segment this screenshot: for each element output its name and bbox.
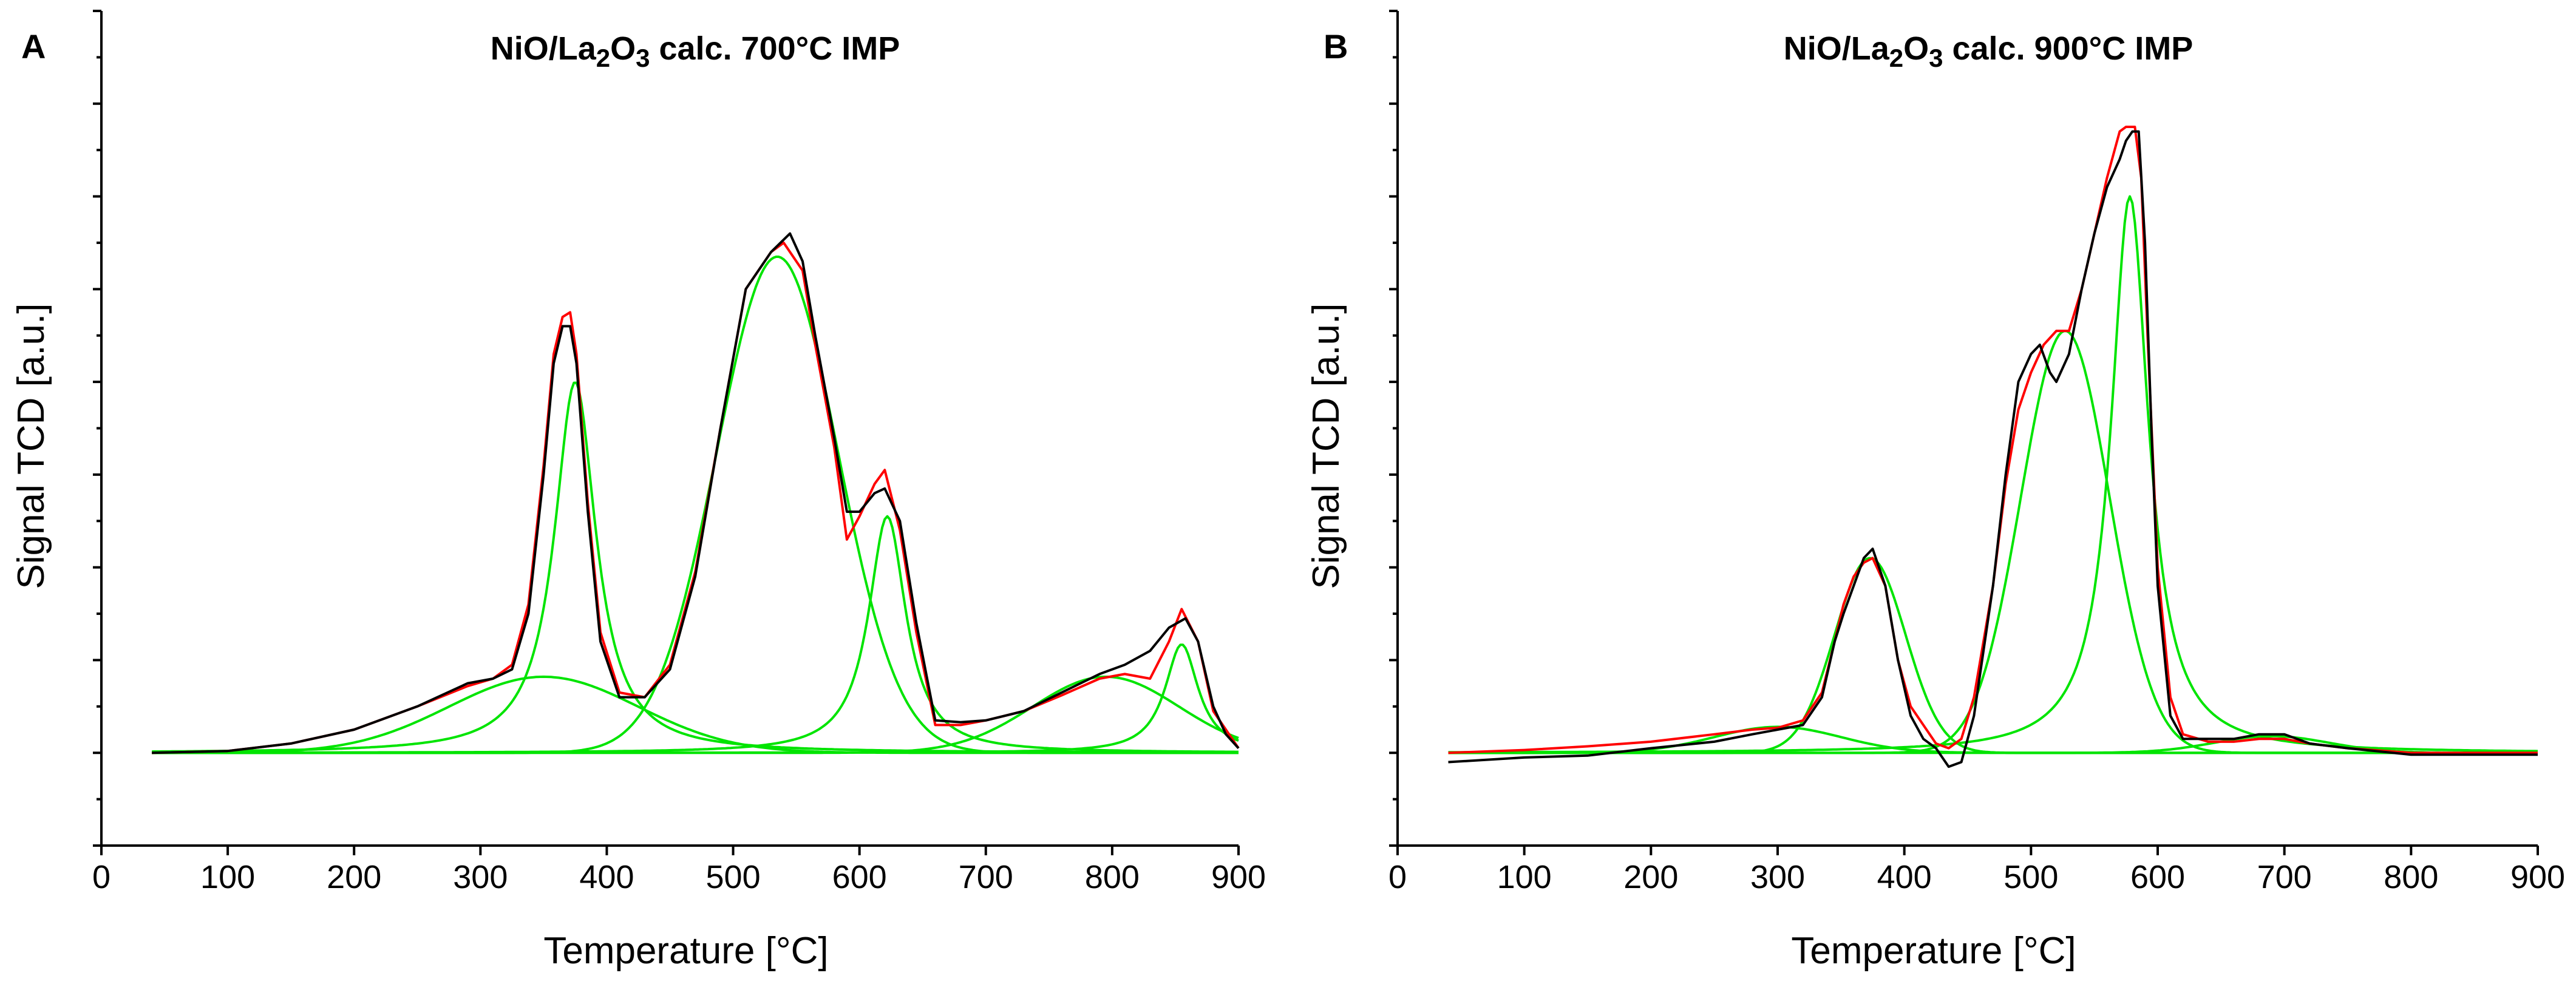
panel-b-x-tick-label-900: 900 bbox=[2510, 859, 2565, 895]
panel-a-x-tick-label-200: 200 bbox=[327, 859, 381, 895]
panel-a-title-sub1: 2 bbox=[596, 44, 610, 72]
panel-b-component-3-line bbox=[1448, 330, 2538, 755]
panel-b-x-tick-label-800: 800 bbox=[2384, 859, 2438, 895]
panel-a-component-3-line bbox=[152, 256, 1239, 755]
panel-a-x-tick-label-700: 700 bbox=[959, 859, 1013, 895]
panel-a-x-tick-label-600: 600 bbox=[832, 859, 887, 895]
panel-a: A NiO/La2O3 calc. 700°C IMP Temperature … bbox=[10, 10, 1266, 972]
panel-b-x-axis-title: Temperature [°C] bbox=[1791, 930, 2076, 972]
panel-a-cumulative-fit-line bbox=[152, 241, 1240, 755]
panel-a-x-tick-label-300: 300 bbox=[453, 859, 508, 895]
panel-a-title-part2: O bbox=[610, 30, 636, 67]
panel-a-tick-labels: 0 100 200 300 400 500 600 700 800 900 bbox=[92, 859, 1266, 895]
panel-b-x-tick-label-0: 0 bbox=[1388, 859, 1407, 895]
panel-a-title: NiO/La2O3 calc. 700°C IMP bbox=[491, 30, 900, 72]
panel-b-fit-components bbox=[1448, 195, 2538, 755]
panel-b-x-tick-label-100: 100 bbox=[1497, 859, 1552, 895]
panel-b-x-tick-label-200: 200 bbox=[1623, 859, 1678, 895]
panel-b-title-sub2: 3 bbox=[1929, 44, 1943, 72]
panel-b-component-5-line bbox=[1448, 734, 2538, 755]
panel-a-x-axis-title: Temperature [°C] bbox=[543, 930, 828, 972]
panel-b: B NiO/La2O3 calc. 900°C IMP Temperature … bbox=[1305, 10, 2565, 972]
panel-b-label: B bbox=[1324, 27, 1348, 66]
panel-a-title-sub2: 3 bbox=[636, 44, 650, 72]
panel-b-x-tick-label-400: 400 bbox=[1877, 859, 1932, 895]
panel-b-title: NiO/La2O3 calc. 900°C IMP bbox=[1784, 30, 2194, 72]
panel-a-x-tick-label-800: 800 bbox=[1085, 859, 1140, 895]
panel-a-label: A bbox=[21, 27, 46, 66]
panel-b-x-tick-label-700: 700 bbox=[2257, 859, 2312, 895]
panel-b-title-part1: NiO/La bbox=[1784, 30, 1890, 67]
panel-b-tick-labels: 0 100 200 300 400 500 600 700 800 900 bbox=[1388, 859, 2565, 895]
panel-a-component-6-line bbox=[152, 643, 1239, 755]
panel-b-x-tick-label-500: 500 bbox=[2003, 859, 2058, 895]
panel-b-x-tick-label-300: 300 bbox=[1750, 859, 1805, 895]
panel-a-x-tick-label-100: 100 bbox=[200, 859, 255, 895]
panel-a-x-tick-label-500: 500 bbox=[706, 859, 761, 895]
panel-a-title-part3: calc. 700°C IMP bbox=[650, 30, 900, 67]
panel-a-ticks bbox=[93, 10, 1240, 855]
panel-b-title-part2: O bbox=[1903, 30, 1929, 67]
panel-b-title-part3: calc. 900°C IMP bbox=[1943, 30, 2193, 67]
panel-b-x-tick-label-600: 600 bbox=[2130, 859, 2185, 895]
panel-b-title-sub1: 2 bbox=[1889, 44, 1903, 72]
panel-b-cumulative-fit-line bbox=[1448, 126, 2538, 755]
panel-a-x-tick-label-400: 400 bbox=[579, 859, 634, 895]
panel-a-x-tick-label-0: 0 bbox=[92, 859, 110, 895]
panel-b-measured-signal-line bbox=[1448, 130, 2538, 768]
panel-a-y-axis-title: Signal TCD [a.u.] bbox=[10, 304, 52, 589]
panel-a-title-part1: NiO/La bbox=[491, 30, 597, 67]
panel-a-measured-signal-line bbox=[152, 232, 1240, 755]
panel-a-fit-components bbox=[152, 256, 1239, 755]
panel-b-component-4-line bbox=[1448, 195, 2538, 754]
panel-a-x-tick-label-900: 900 bbox=[1211, 859, 1266, 895]
panel-b-y-axis-title: Signal TCD [a.u.] bbox=[1305, 304, 1347, 589]
panel-b-ticks bbox=[1389, 10, 2539, 855]
